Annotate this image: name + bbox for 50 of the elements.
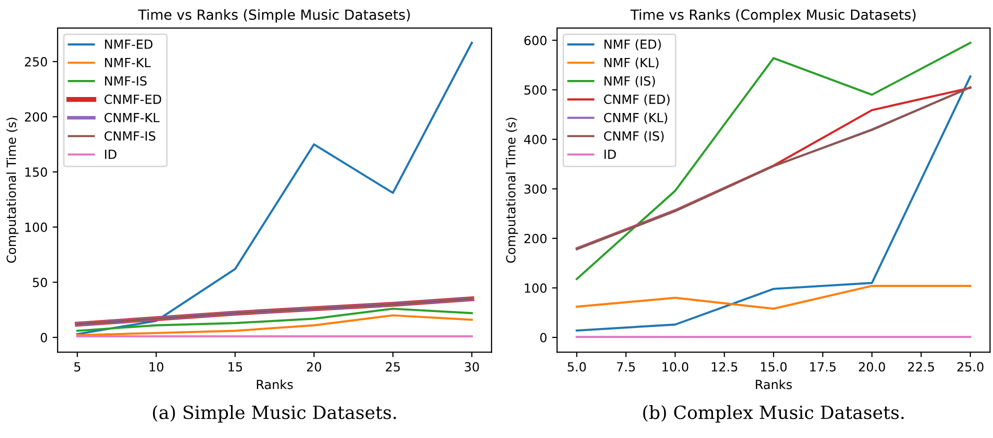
y-tick-label: 100	[25, 222, 48, 232]
y-tick-label: 400	[524, 134, 547, 144]
chart-title: Time vs Ranks (Simple Music Datasets)	[138, 9, 410, 23]
x-axis-title: Ranks	[756, 380, 792, 390]
x-tick-label: 25	[386, 362, 400, 372]
text: (a) Simple Music Datasets.	[152, 405, 396, 423]
x-tick-label: 7.5	[617, 362, 635, 372]
x-tick-label: 30	[464, 362, 479, 372]
x-tick-label: 15.0	[761, 362, 787, 372]
x-tick-label: 22.5	[908, 362, 934, 372]
x-tick-label: 17.5	[810, 362, 836, 372]
y-tick-label: 250	[24, 57, 48, 66]
y-tick-label: 300	[524, 184, 547, 194]
y-tick-label: 150	[25, 167, 48, 177]
x-axis-title: Ranks	[256, 380, 293, 390]
legend-label: NMF-KL	[105, 58, 151, 68]
y-tick-label: 500	[524, 85, 547, 95]
legend-label: CNMF (KL)	[604, 112, 668, 124]
legend-label: NMF-IS	[105, 76, 147, 86]
legend-label: NMF (ED)	[604, 39, 661, 50]
legend-label: NMF (KL)	[604, 58, 658, 69]
y-axis-title: Computational Time (s)	[506, 118, 518, 263]
x-tick-label: 20	[306, 362, 322, 372]
legend-label: ID	[105, 150, 116, 159]
legend-label: CNMF-KL	[104, 112, 160, 122]
legend-label: CNMF (ED)	[604, 94, 670, 106]
y-tick-label: 200	[24, 112, 48, 122]
legend-label: CNMF (IS)	[604, 131, 664, 142]
y-tick-label: 200	[524, 234, 547, 244]
y-tick-label: 0	[540, 332, 547, 342]
y-tick-label: 50	[32, 278, 48, 288]
x-tick-label: 5	[74, 362, 80, 372]
legend-label: NMF (IS)	[604, 76, 655, 88]
chart-title: Time vs Ranks (Complex Music Datasets)	[630, 9, 916, 23]
x-tick-label: 20.0	[858, 362, 886, 372]
x-tick-label: 15	[228, 362, 242, 372]
legend-label: CNMF-IS	[104, 131, 156, 141]
y-tick-label: 600	[524, 36, 547, 46]
x-tick-label: 10.0	[662, 362, 688, 372]
text: (b) Complex Music Datasets.	[643, 405, 904, 423]
legend-label: NMF-ED	[105, 40, 152, 49]
legend-label: CNMF-ED	[104, 94, 162, 104]
x-tick-label: 10	[150, 362, 164, 372]
legend-label: ID	[604, 150, 616, 159]
x-tick-label: 25.0	[957, 362, 984, 372]
y-tick-label: 0	[40, 332, 48, 342]
x-tick-label: 5.0	[568, 362, 586, 372]
x-tick-label: 12.5	[712, 362, 738, 372]
y-axis-title: Computational Time (s)	[6, 118, 18, 263]
y-tick-label: 100	[524, 283, 547, 293]
